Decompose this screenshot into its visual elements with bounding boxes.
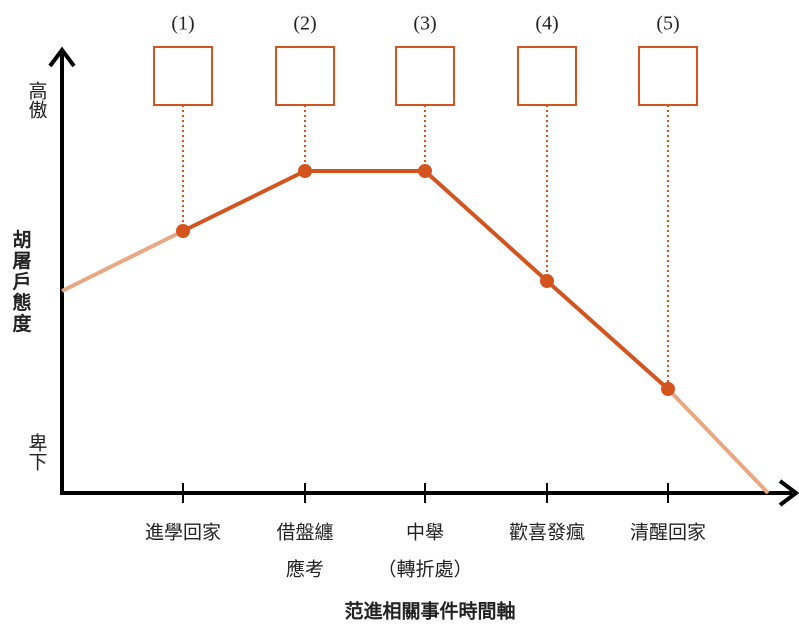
- event-number: (4): [535, 13, 558, 35]
- event-number: (1): [171, 13, 194, 35]
- y-arrow: [48, 46, 76, 68]
- y-axis-title: 胡屠戶態度: [10, 229, 32, 334]
- event-label: 歡喜發瘋: [509, 522, 585, 544]
- answer-box: [395, 46, 455, 106]
- high-label: 高傲: [26, 81, 48, 119]
- low-label: 卑下: [26, 433, 48, 471]
- event-number: (3): [413, 13, 436, 35]
- event-number: (5): [656, 13, 679, 35]
- event-number: (2): [293, 13, 316, 35]
- answer-box: [275, 46, 335, 106]
- event-point: [418, 164, 432, 178]
- event-point: [298, 164, 312, 178]
- event-label: 中舉: [406, 522, 444, 544]
- event-point: [661, 382, 675, 396]
- event-point: [540, 274, 554, 288]
- trend-line: [182, 169, 670, 391]
- event-point: [176, 224, 190, 238]
- event-label: 應考: [286, 558, 324, 581]
- answer-box: [517, 46, 577, 106]
- event-label: （轉折處）: [377, 559, 472, 581]
- event-label: 借盤纏: [276, 522, 333, 544]
- event-label: 清醒回家: [630, 522, 706, 544]
- x-axis-title: 范進相關事件時間軸: [344, 600, 515, 623]
- event-label: 進學回家: [145, 522, 221, 544]
- x-arrow: [778, 479, 799, 507]
- trend-start: [61, 229, 184, 293]
- trend-end: [666, 387, 770, 495]
- answer-box: [153, 46, 213, 106]
- answer-box: [638, 46, 698, 106]
